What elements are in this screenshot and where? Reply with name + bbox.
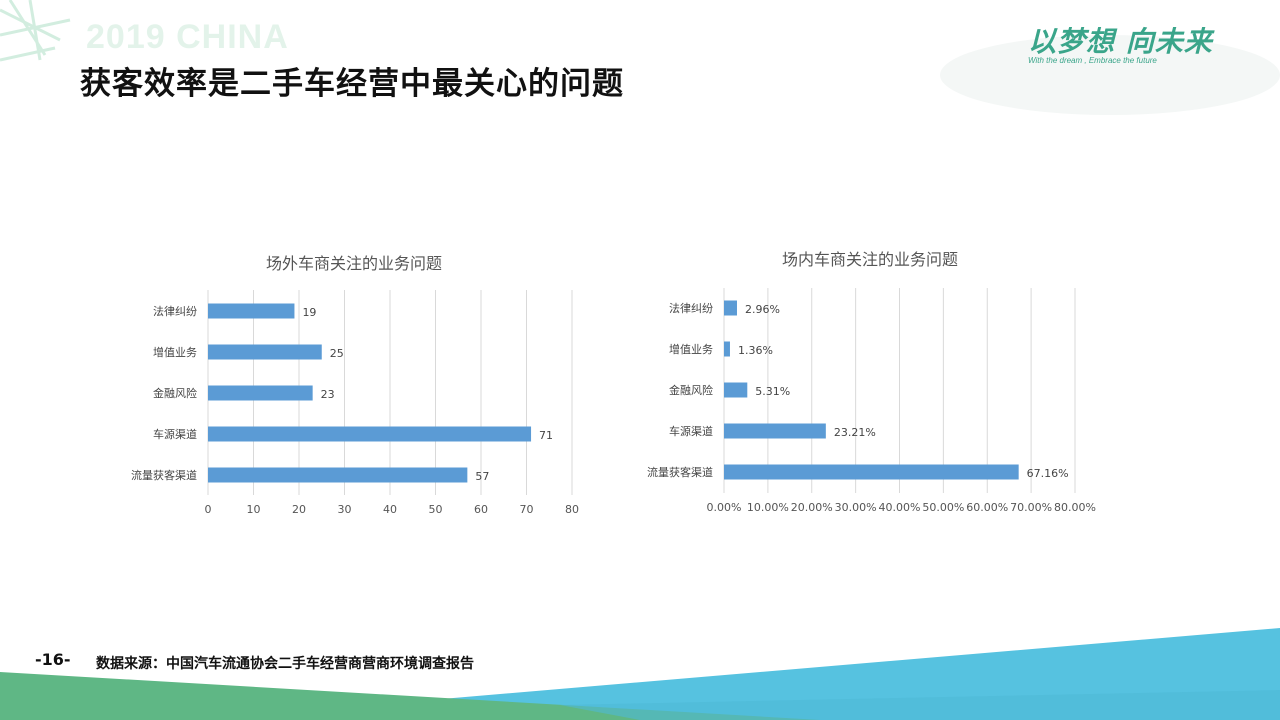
page-number: -16-	[35, 650, 71, 669]
bar	[208, 303, 295, 319]
category-label: 流量获客渠道	[647, 465, 713, 479]
x-tick-label: 10.00%	[747, 501, 789, 514]
bottom-teal-blend	[560, 690, 1280, 720]
category-label: 流量获客渠道	[131, 468, 197, 482]
category-label: 车源渠道	[669, 424, 713, 438]
x-tick-label: 0.00%	[707, 501, 742, 514]
page-title: 获客效率是二手车经营中最关心的问题	[80, 66, 624, 102]
bar	[724, 300, 737, 316]
bar	[724, 464, 1019, 480]
slogan-logo: 以梦想 向未来 With the dream , Embrace the fut…	[1028, 20, 1248, 72]
x-tick-label: 40	[383, 503, 397, 516]
source-note: 数据来源：中国汽车流通协会二手车经营商营商环境调查报告	[96, 656, 474, 672]
bar	[724, 423, 826, 439]
x-tick-label: 40.00%	[879, 501, 921, 514]
bar	[724, 382, 748, 398]
category-label: 增值业务	[153, 345, 197, 359]
data-label: 25	[330, 347, 344, 360]
data-label: 71	[539, 429, 553, 442]
data-label: 57	[475, 470, 489, 483]
decor-year-text: 2019 CHINA	[86, 18, 289, 56]
x-tick-label: 20	[292, 503, 306, 516]
bar-chart-2: 场内车商关注的业务问题 0.00% 10.00% 20.00% 30.00% 40.00%…	[647, 250, 1096, 514]
chart-title: 场外车商关注的业务问题	[266, 254, 442, 273]
logo-glow-decoration	[940, 35, 1280, 115]
logo-tagline-text: With the dream , Embrace the future	[1028, 56, 1157, 65]
logo-slogan-text: 以梦想 向未来	[1028, 25, 1213, 58]
data-label: 1.36%	[738, 344, 773, 357]
x-tick-label: 80.00%	[1054, 501, 1096, 514]
x-tick-label: 10	[247, 503, 261, 516]
category-label: 金融风险	[669, 383, 713, 397]
bar-chart-1: 场外车商关注的业务问题 0 10 20 30 40 50 60 70 80 法律纠纷 19 增值业务 25…	[131, 254, 579, 516]
x-tick-label: 80	[565, 503, 579, 516]
data-label: 23	[321, 388, 335, 401]
x-tick-label: 20.00%	[791, 501, 833, 514]
data-label: 19	[302, 306, 316, 319]
data-label: 23.21%	[834, 426, 876, 439]
bar	[208, 344, 322, 360]
chart-title: 场内车商关注的业务问题	[782, 250, 958, 269]
data-label: 2.96%	[745, 303, 780, 316]
firework-burst-decoration	[0, 0, 71, 62]
category-label: 金融风险	[153, 386, 197, 400]
x-tick-label: 50.00%	[922, 501, 964, 514]
category-label: 车源渠道	[153, 427, 197, 441]
bar	[208, 426, 532, 442]
x-tick-label: 30.00%	[835, 501, 877, 514]
category-label: 增值业务	[669, 342, 713, 356]
bar	[208, 467, 468, 483]
x-tick-label: 0	[205, 503, 212, 516]
x-tick-label: 60	[474, 503, 488, 516]
data-label: 5.31%	[755, 385, 790, 398]
x-tick-label: 60.00%	[966, 501, 1008, 514]
bar	[724, 341, 730, 357]
category-label: 法律纠纷	[669, 301, 713, 315]
x-tick-label: 70.00%	[1010, 501, 1052, 514]
x-tick-label: 50	[429, 503, 443, 516]
category-label: 法律纠纷	[153, 304, 197, 318]
bar	[208, 385, 313, 401]
data-label: 67.16%	[1027, 467, 1069, 480]
x-tick-label: 30	[338, 503, 352, 516]
x-tick-label: 70	[520, 503, 534, 516]
